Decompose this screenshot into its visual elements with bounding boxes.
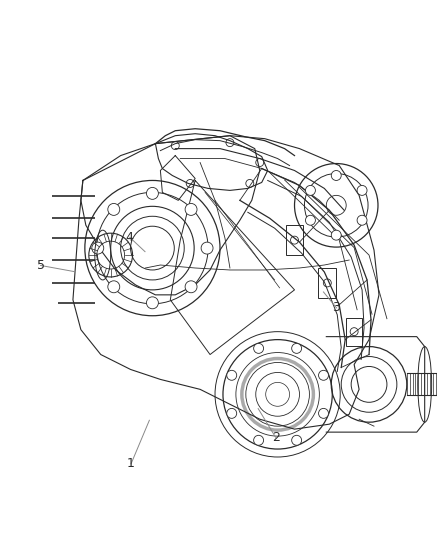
Circle shape [227, 370, 237, 380]
Circle shape [254, 435, 264, 445]
Circle shape [108, 204, 120, 215]
Circle shape [185, 204, 197, 215]
Circle shape [227, 408, 237, 418]
Circle shape [305, 215, 315, 225]
Circle shape [331, 171, 341, 181]
Circle shape [357, 185, 367, 196]
Text: 1: 1 [127, 457, 135, 470]
Circle shape [292, 343, 302, 353]
Bar [346, 318, 362, 345]
Text: 3: 3 [332, 301, 340, 314]
Circle shape [292, 435, 302, 445]
Text: 2: 2 [272, 431, 279, 444]
Circle shape [146, 297, 159, 309]
Bar [286, 225, 304, 255]
Circle shape [318, 370, 328, 380]
Circle shape [146, 188, 159, 199]
Circle shape [201, 242, 213, 254]
Circle shape [305, 185, 315, 196]
Circle shape [92, 242, 104, 254]
Circle shape [254, 343, 264, 353]
Circle shape [185, 281, 197, 293]
Bar [318, 268, 336, 298]
Circle shape [318, 408, 328, 418]
Text: 5: 5 [36, 259, 45, 272]
Circle shape [357, 215, 367, 225]
Text: 4: 4 [126, 231, 134, 244]
Circle shape [108, 281, 120, 293]
Circle shape [331, 230, 341, 240]
